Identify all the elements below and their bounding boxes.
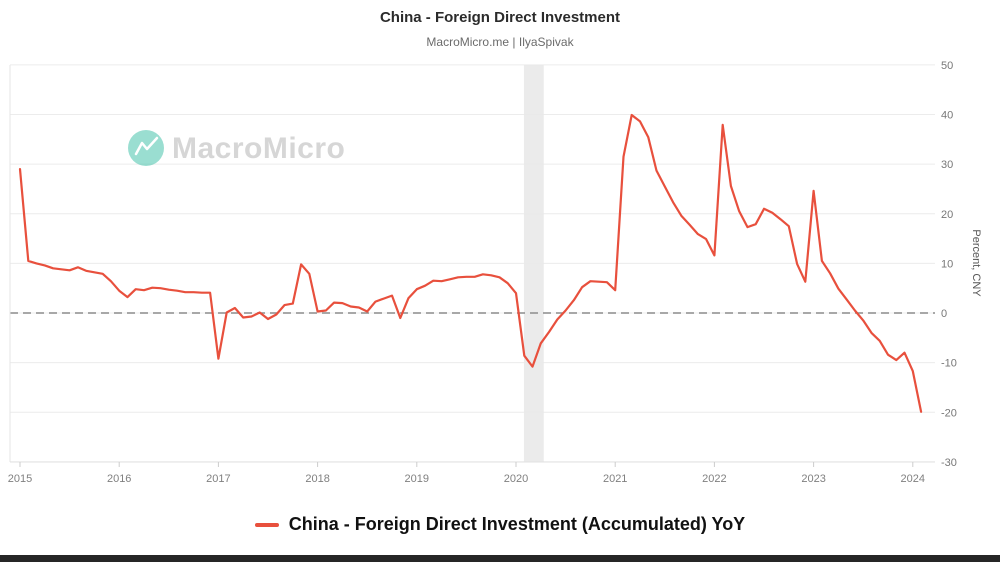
y-tick-label: 10 [941, 258, 953, 270]
x-tick-label: 2021 [603, 473, 627, 485]
x-tick-label: 2020 [504, 473, 528, 485]
recession-band [523, 65, 544, 462]
fdi-yoy-line[interactable] [18, 113, 923, 413]
bottom-window-edge [0, 555, 1000, 562]
y-tick-label: 0 [941, 308, 947, 320]
series-group[interactable] [18, 113, 923, 413]
y-tick-label: 50 [941, 60, 953, 72]
plot-area[interactable]: MacroMicro 50 40 30 20 10 0 -10 -20 -30 2015 2016 2… [0, 58, 1000, 490]
x-tick-label: 2022 [702, 473, 726, 485]
y-tick-label: -20 [941, 407, 957, 419]
fdi-line-chart[interactable]: MacroMicro 50 40 30 20 10 0 -10 -20 -30 2015 2016 2… [0, 58, 1000, 490]
x-tick-label: 2017 [206, 473, 230, 485]
y-tick-label: 30 [941, 159, 953, 171]
x-tick-label: 2018 [305, 473, 329, 485]
y-tick-label: 20 [941, 209, 953, 221]
x-tick-label: 2024 [901, 473, 925, 485]
legend-label: China - Foreign Direct Investment (Accum… [288, 514, 746, 534]
watermark: MacroMicro [128, 130, 345, 166]
y-tick-label: -30 [941, 457, 957, 469]
recession-shading [523, 65, 544, 462]
x-tick-label: 2019 [405, 473, 429, 485]
y-tick-label: -10 [941, 358, 957, 370]
x-tick-label: 2015 [8, 473, 32, 485]
y-axis-title: Percent, CNY [970, 229, 982, 297]
axes-group: 50 40 30 20 10 0 -10 -20 -30 2015 2016 2017 2018 2019… [8, 60, 982, 485]
x-tick-label: 2023 [801, 473, 825, 485]
y-tick-label: 40 [941, 110, 953, 122]
x-tick-label: 2016 [107, 473, 131, 485]
watermark-text: MacroMicro [172, 132, 345, 165]
legend[interactable]: China - Foreign Direct Investment (Accum… [0, 514, 1000, 535]
legend-line-swatch [254, 522, 279, 527]
macromicro-logo-zigzag-icon [134, 136, 159, 156]
chart-title: China - Foreign Direct Investment [379, 9, 621, 26]
chart-subtitle: MacroMicro.me | IlyaSpivak [426, 35, 574, 49]
